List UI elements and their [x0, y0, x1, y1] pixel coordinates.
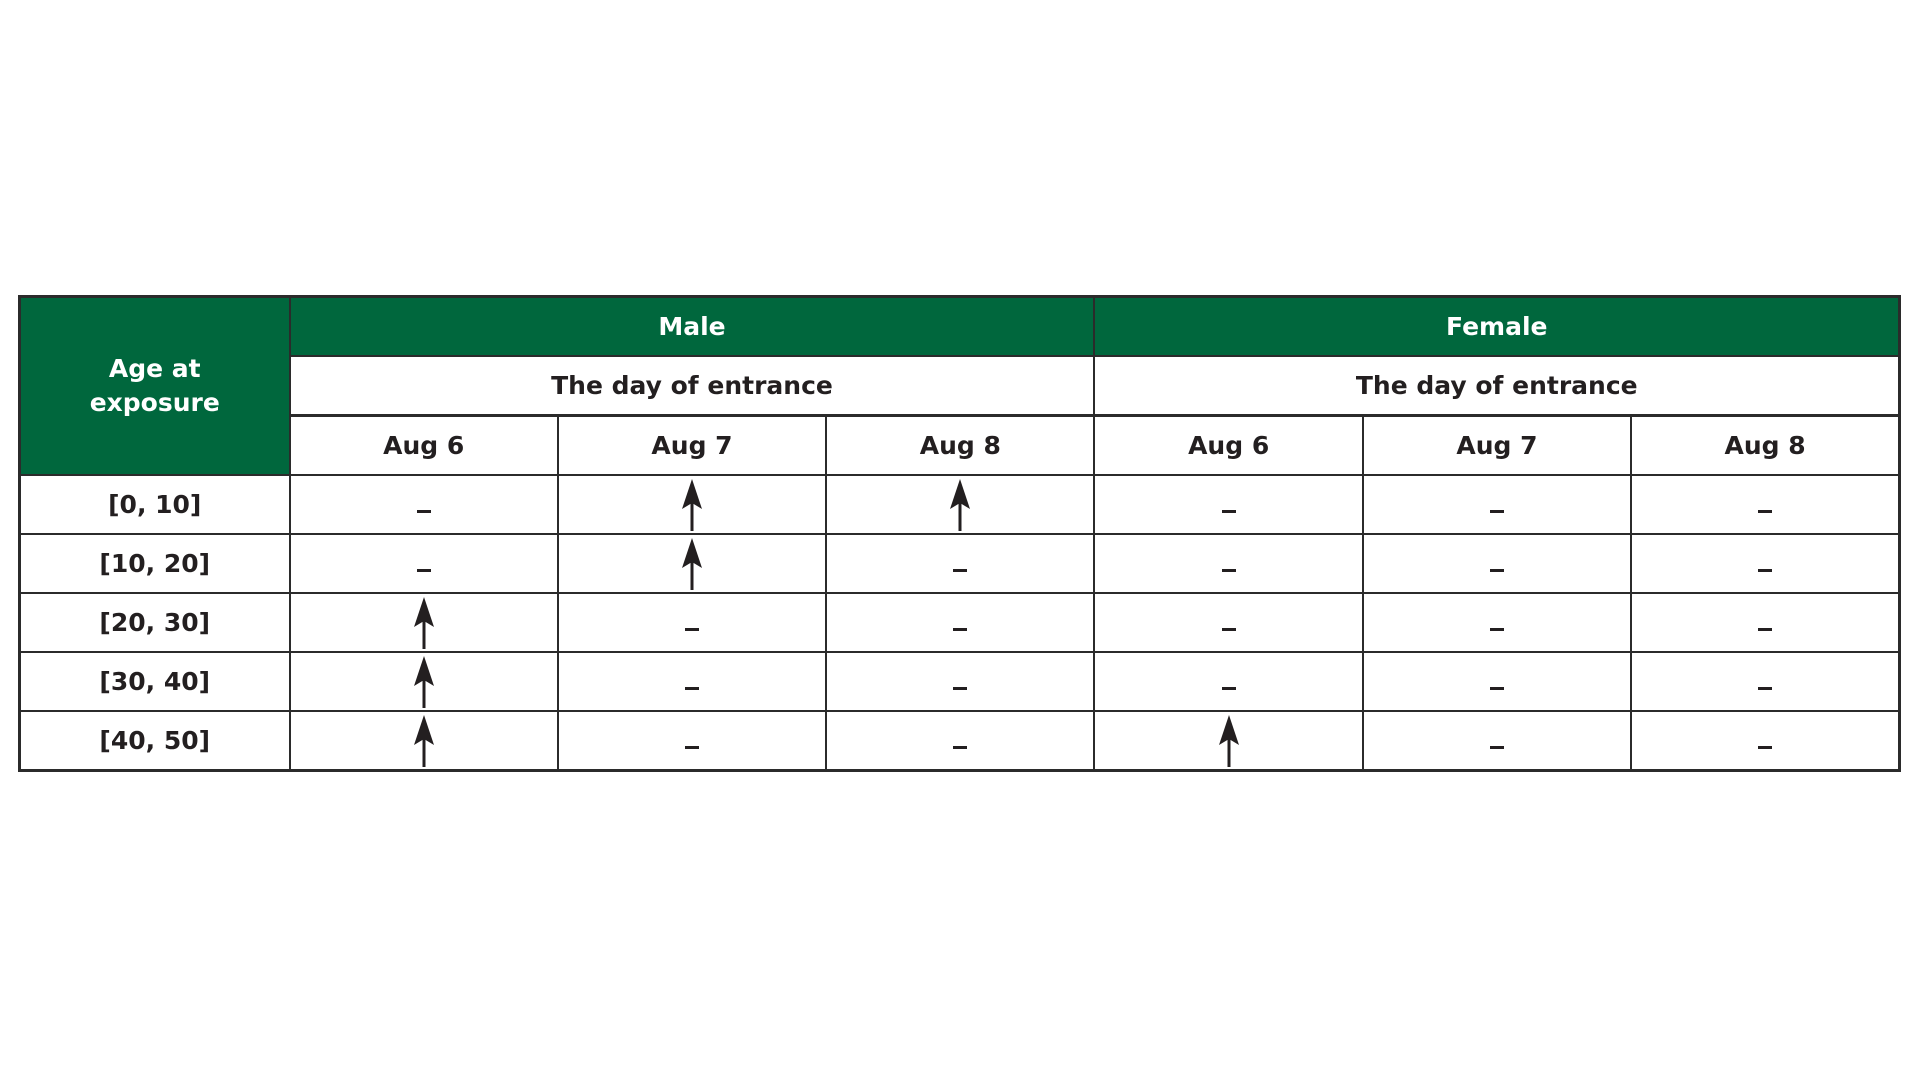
dash-icon	[1489, 746, 1504, 749]
value-cell	[825, 651, 1096, 712]
age-cell: [0, 10]	[18, 474, 291, 535]
value-cell	[1361, 592, 1633, 653]
arrow-up-icon	[413, 596, 434, 649]
value-cell	[1630, 474, 1901, 535]
dash-icon	[953, 569, 968, 572]
value-cell	[556, 651, 828, 712]
age-cell: [20, 30]	[18, 592, 291, 653]
dash-icon	[684, 628, 699, 631]
arrow-up-icon	[681, 537, 702, 590]
arrow-up-icon	[681, 478, 702, 531]
value-cell	[825, 533, 1096, 594]
table-row: [20, 30]	[18, 592, 1901, 653]
value-cell	[1630, 651, 1901, 712]
value-cell	[288, 710, 559, 772]
arrow-up-icon	[413, 714, 434, 767]
dash-icon	[1758, 746, 1773, 749]
value-cell	[556, 474, 828, 535]
value-cell	[825, 474, 1096, 535]
arrow-up-icon	[1218, 714, 1239, 767]
age-cell: [10, 20]	[18, 533, 291, 594]
value-cell	[1093, 474, 1364, 535]
day-header: Aug 6	[288, 414, 559, 476]
male-header: Male	[288, 295, 1096, 357]
dash-icon	[416, 510, 431, 513]
male-subheader: The day of entrance	[288, 355, 1096, 417]
value-cell	[288, 474, 559, 535]
dash-icon	[1221, 687, 1236, 690]
dash-icon	[1489, 569, 1504, 572]
dash-icon	[1758, 510, 1773, 513]
arrow-up-icon	[413, 655, 434, 708]
value-cell	[1093, 592, 1364, 653]
value-cell	[1361, 710, 1633, 772]
age-cell: [40, 50]	[18, 710, 291, 772]
age-cell: [30, 40]	[18, 651, 291, 712]
table-row: [40, 50]	[18, 710, 1901, 772]
day-header: Aug 7	[1361, 414, 1633, 476]
dash-icon	[416, 569, 431, 572]
female-subheader: The day of entrance	[1093, 355, 1901, 417]
dash-icon	[1758, 687, 1773, 690]
day-header: Aug 8	[825, 414, 1096, 476]
dash-icon	[684, 746, 699, 749]
day-header: Aug 6	[1093, 414, 1364, 476]
day-header: Aug 8	[1630, 414, 1901, 476]
value-cell	[556, 710, 828, 772]
dash-icon	[1221, 628, 1236, 631]
value-cell	[556, 592, 828, 653]
value-cell	[825, 592, 1096, 653]
value-cell	[1093, 533, 1364, 594]
value-cell	[1093, 651, 1364, 712]
dash-icon	[1489, 510, 1504, 513]
dash-icon	[953, 746, 968, 749]
value-cell	[288, 592, 559, 653]
dash-icon	[1221, 569, 1236, 572]
value-cell	[1361, 474, 1633, 535]
table-row: [30, 40]	[18, 651, 1901, 712]
value-cell	[1630, 592, 1901, 653]
dash-icon	[953, 687, 968, 690]
dash-icon	[953, 628, 968, 631]
arrow-up-icon	[950, 478, 971, 531]
dash-icon	[684, 687, 699, 690]
dash-icon	[1489, 628, 1504, 631]
value-cell	[1361, 651, 1633, 712]
female-header: Female	[1093, 295, 1901, 357]
day-header: Aug 7	[556, 414, 828, 476]
table-row: [0, 10]	[18, 474, 1901, 535]
value-cell	[1093, 710, 1364, 772]
value-cell	[1361, 533, 1633, 594]
dash-icon	[1758, 628, 1773, 631]
value-cell	[1630, 533, 1901, 594]
value-cell	[288, 651, 559, 712]
dash-icon	[1221, 510, 1236, 513]
dash-icon	[1489, 687, 1504, 690]
table-row: [10, 20]	[18, 533, 1901, 594]
value-cell	[1630, 710, 1901, 772]
results-table: Age at exposure Male Female The day of e…	[18, 295, 1901, 772]
value-cell	[288, 533, 559, 594]
age-header: Age at exposure	[18, 295, 291, 476]
value-cell	[825, 710, 1096, 772]
value-cell	[556, 533, 828, 594]
dash-icon	[1758, 569, 1773, 572]
